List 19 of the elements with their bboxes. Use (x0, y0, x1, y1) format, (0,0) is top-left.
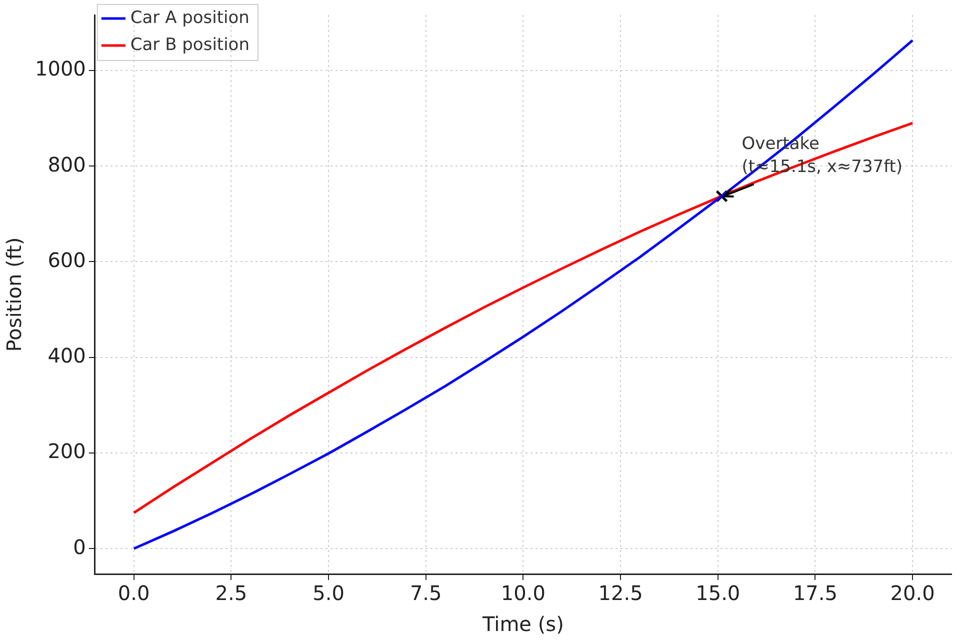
x-tick-label: 15.0 (696, 581, 740, 606)
y-tick-label: 600 (48, 248, 86, 272)
x-tick-label: 12.5 (598, 581, 643, 606)
x-tick-label: 0.0 (118, 581, 150, 606)
y-axis-title: Position (ft) (2, 237, 26, 352)
y-tick-label: 800 (48, 152, 86, 176)
x-tick-label: 10.0 (500, 581, 546, 606)
x-tick-label: 20.0 (890, 581, 935, 606)
x-axis-title: Time (s) (482, 612, 564, 636)
x-tick-label: 2.5 (215, 581, 248, 606)
legend-label: Car B position (130, 34, 250, 55)
x-tick-label: 5.0 (312, 581, 344, 606)
y-tick-label: 400 (48, 344, 86, 368)
y-tick-label: 200 (48, 439, 86, 464)
x-tick-label: 7.5 (410, 581, 442, 606)
y-tick-label: 1000 (34, 56, 86, 81)
x-tick-label: 17.5 (792, 581, 838, 606)
y-tick-label: 0 (73, 534, 86, 559)
legend-label: Car A position (130, 8, 250, 28)
